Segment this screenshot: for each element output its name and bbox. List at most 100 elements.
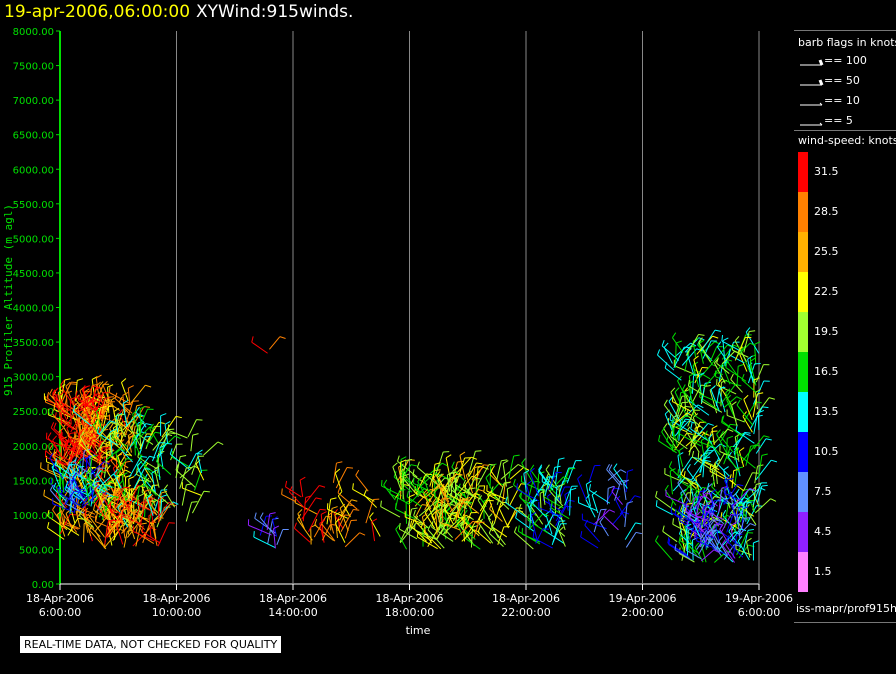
barb-shaft (70, 482, 89, 503)
barb-flag (765, 438, 772, 441)
barb-flag (662, 525, 665, 532)
barb-flag (49, 452, 54, 459)
barb-flag (217, 441, 224, 446)
barb-flag (52, 504, 57, 511)
barb-flag (708, 519, 714, 525)
barb-flag (719, 386, 726, 389)
wind-barb (454, 514, 472, 528)
wind-barb (754, 341, 761, 365)
wind-barb (76, 471, 84, 492)
barb-shaft (734, 340, 748, 363)
wind-barb (718, 536, 728, 556)
wind-barb (664, 468, 689, 485)
barb-flag (109, 432, 116, 435)
barb-shaft (125, 431, 141, 454)
barb-shaft (489, 465, 492, 488)
wind-barb (545, 510, 553, 535)
barb-flag (137, 493, 144, 498)
barb-flag (635, 531, 642, 535)
barb-shaft (476, 500, 489, 524)
barb-shaft (427, 503, 442, 517)
barb-flag (320, 511, 327, 515)
x-tick-date: 18-Apr-2006 (26, 592, 94, 605)
barb-flag (203, 490, 210, 493)
wind-barb (151, 469, 158, 494)
barb-flag (158, 421, 165, 424)
wind-barb (468, 462, 483, 478)
barb-shaft (130, 384, 146, 404)
wind-barb (254, 512, 276, 534)
barb-flag (149, 455, 156, 459)
wind-barb (73, 482, 90, 497)
wind-barb (530, 464, 541, 484)
barb-shaft (146, 422, 160, 443)
wind-barb (599, 516, 609, 537)
wind-barb (62, 463, 76, 480)
barb-flag (72, 464, 76, 471)
barb-flag (707, 506, 713, 513)
barb-flag (684, 500, 689, 507)
x-tick-date: 18-Apr-2006 (375, 592, 443, 605)
barb-symbol-icon (800, 102, 823, 106)
barb-shaft (72, 476, 84, 499)
wind-barb (52, 435, 62, 456)
barb-shaft (203, 441, 219, 456)
wind-barb (65, 390, 73, 420)
barb-shaft (701, 546, 707, 563)
barb-shaft (692, 365, 700, 388)
wind-barb (731, 401, 738, 427)
wind-barb (151, 483, 169, 505)
barb-shaft (743, 472, 753, 491)
barb-flag (720, 430, 724, 437)
wind-barb (424, 507, 436, 529)
wind-barb (100, 496, 107, 518)
wind-barb (181, 483, 193, 506)
barb-shaft (743, 401, 757, 423)
barb-shaft (721, 351, 735, 365)
barb-shaft (191, 456, 199, 475)
barb-shaft (289, 491, 307, 511)
barb-flag (698, 333, 705, 336)
wind-barb (473, 521, 485, 539)
barb-shaft (443, 507, 455, 525)
barb-flag (721, 539, 726, 545)
barb-shaft (61, 383, 72, 403)
wind-barb (496, 459, 508, 481)
barb-shaft (564, 486, 573, 506)
wind-barb (72, 465, 85, 485)
barb-flag (57, 486, 60, 493)
barb-shaft (745, 445, 752, 466)
barb-shaft (702, 509, 724, 520)
barb-flag (714, 495, 721, 499)
wind-barb (365, 498, 380, 524)
barb-flag (53, 422, 57, 429)
wind-barb (611, 485, 623, 505)
wind-barb (337, 490, 351, 518)
wind-barb (122, 391, 129, 413)
barb-flag (717, 378, 723, 384)
barb-flag (626, 501, 633, 504)
barb-shaft (700, 549, 715, 562)
wind-barb (736, 342, 756, 357)
barb-flag (450, 471, 457, 475)
wind-barb (656, 349, 675, 371)
wind-barb (143, 477, 157, 496)
wind-barb (55, 482, 64, 511)
wind-barb (564, 485, 578, 506)
wind-barb (755, 397, 775, 415)
x-tick-time: 10:00:00 (152, 606, 201, 619)
barb-flag (269, 512, 276, 515)
barb-flag (86, 399, 89, 406)
barb-flag (476, 462, 483, 465)
barb-flag (112, 432, 115, 439)
barb-flag (70, 396, 76, 401)
barb-shaft (514, 531, 534, 550)
barb-shaft (118, 421, 133, 434)
barb-flag (664, 362, 668, 369)
barb-flag (712, 335, 719, 339)
barb-flag (359, 532, 366, 536)
barb-shaft (399, 473, 412, 488)
barb-flag (77, 401, 84, 406)
barb-shaft (115, 416, 119, 440)
barb-flag (380, 479, 383, 487)
